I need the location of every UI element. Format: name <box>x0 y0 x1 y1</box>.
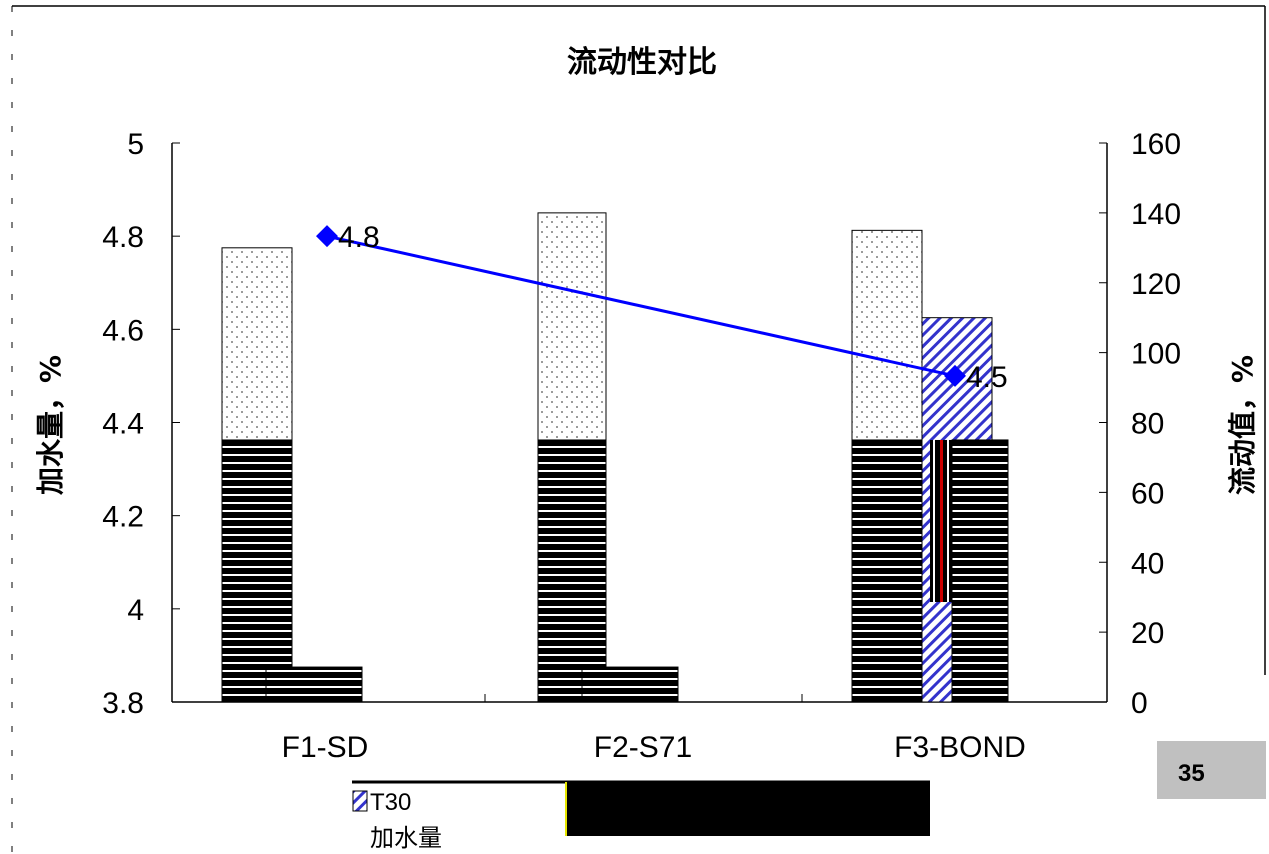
right-tick-label: 0 <box>1131 687 1148 720</box>
plot-layer: 5 4.8 4.6 4.4 4.2 4 3.8 160 140 120 100 80 60 40 20 0 4.… <box>102 128 1181 720</box>
legend-swatch-t30 <box>353 791 367 811</box>
page-badge <box>1157 741 1266 799</box>
legend-label-water: 加水量 <box>370 825 442 852</box>
right-tick-label: 100 <box>1131 338 1181 371</box>
right-tick-label: 160 <box>1131 128 1181 161</box>
bar-f3-bond-series-3 <box>952 440 1008 702</box>
left-tick-label: 4.8 <box>102 221 144 254</box>
right-tick-label: 40 <box>1131 547 1164 580</box>
left-tick-label: 3.8 <box>102 687 144 720</box>
right-tick-label: 140 <box>1131 198 1181 231</box>
category-label-f2: F2-S71 <box>594 731 692 764</box>
right-tick-label: 60 <box>1131 477 1164 510</box>
right-axis-label: 流动值，% <box>1226 355 1259 495</box>
category-label-f1: F1-SD <box>282 731 369 764</box>
left-tick-label: 4 <box>127 594 144 627</box>
bar-f2-s71-series-1 <box>538 440 606 702</box>
right-tick-label: 80 <box>1131 408 1164 441</box>
bar-f1-sd-series-3 <box>266 667 362 702</box>
bar-f1-sd-series-1 <box>222 440 292 702</box>
water-point-f1-sd <box>316 225 338 247</box>
right-tick-label: 20 <box>1131 617 1164 650</box>
legend-label-t30: T30 <box>370 789 411 816</box>
water-value-label: 4.5 <box>966 361 1008 394</box>
right-tick-label: 120 <box>1131 268 1181 301</box>
bar-f2-s71-series-3 <box>582 667 678 702</box>
left-tick-label: 4.4 <box>102 408 144 441</box>
left-tick-label: 4.6 <box>102 314 144 347</box>
left-axis-label: 加水量，% <box>34 355 67 495</box>
chart-title: 流动性对比 <box>567 45 717 80</box>
legend-block <box>566 782 930 836</box>
left-tick-label: 5 <box>127 128 144 161</box>
page-badge-number: 35 <box>1178 760 1205 787</box>
water-value-label: 4.8 <box>338 221 380 254</box>
legend: T30 加水量 <box>352 782 930 852</box>
category-label-f3: F3-BOND <box>894 731 1026 764</box>
left-tick-label: 4.2 <box>102 501 144 534</box>
